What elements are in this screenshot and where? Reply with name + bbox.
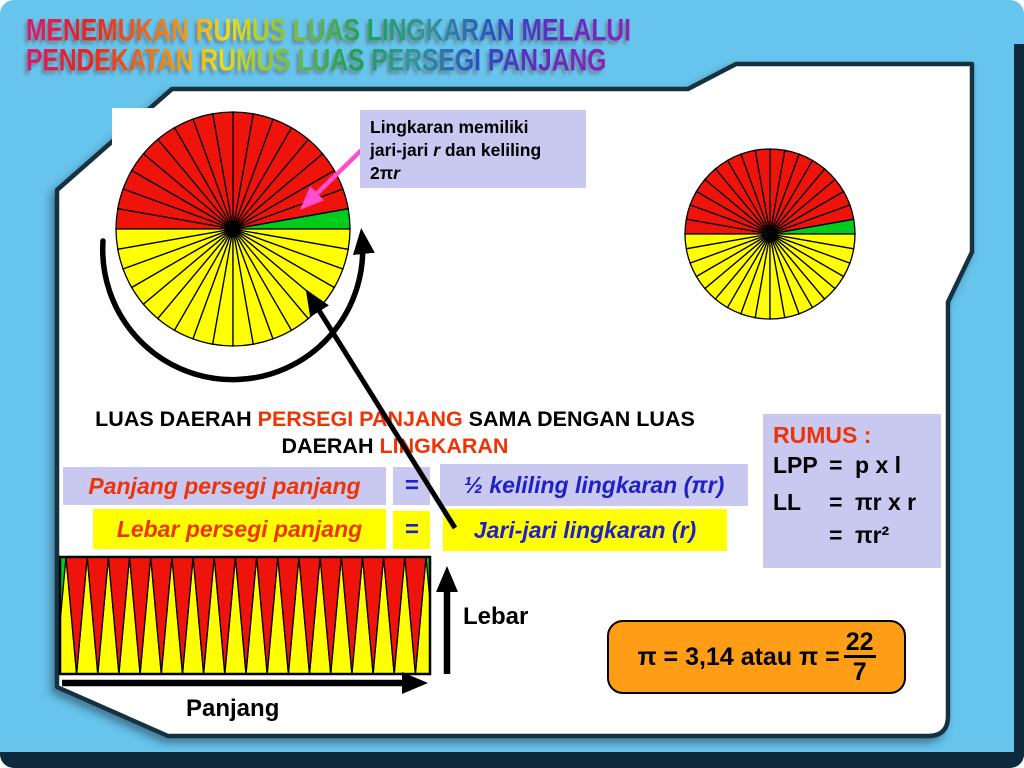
slide-frame-right	[1014, 44, 1024, 768]
slide-frame-bottom	[0, 752, 1024, 768]
rumus-row2-label	[773, 522, 829, 549]
eq1-right-box: ½ keliling lingkaran (πr)	[440, 464, 748, 506]
rumus-row0-label: LPP	[773, 452, 818, 478]
eq1-equals: =	[393, 467, 430, 505]
eq2-left-box: Lebar persegi panjang	[93, 509, 386, 549]
callout-line3-pi: π	[379, 163, 394, 183]
pi-fraction-denominator: 7	[852, 658, 867, 686]
statement-part2: PERSEGI PANJANG	[257, 407, 463, 431]
pi-fraction: 22 7	[843, 629, 876, 686]
callout-line2-pre: jari-jari	[370, 140, 434, 160]
panjang-label: Panjang	[186, 695, 280, 722]
statement-text: LUAS DAERAH PERSEGI PANJANG SAMA DENGAN …	[50, 406, 740, 460]
small-sector-circle	[684, 148, 856, 320]
rumus-row1-rhs: πr x r	[855, 489, 917, 515]
rumus-row0-rhs: p x l	[855, 452, 902, 478]
rumus-row1-label: LL	[773, 489, 802, 515]
statement-part4: DAERAH	[281, 434, 380, 458]
radius-callout: Lingkaran memiliki jari-jari r dan kelil…	[360, 110, 586, 188]
rumus-row: LPP = p x l	[773, 452, 931, 479]
rumus-box: RUMUS : LPP = p x l LL = πr x r = πr²	[763, 414, 941, 568]
rumus-row: = πr²	[773, 522, 931, 549]
eq2-right-box: Jari-jari lingkaran (r)	[443, 509, 727, 551]
callout-line2-var: r	[433, 140, 441, 160]
pi-fraction-numerator: 22	[843, 629, 876, 658]
statement-part1: LUAS DAERAH	[95, 407, 258, 431]
rectangle-strip-border	[58, 555, 432, 676]
callout-line2-post: dan keliling	[440, 140, 542, 160]
rumus-row: LL = πr x r	[773, 489, 931, 516]
callout-line3-coef: 2	[370, 163, 380, 183]
slide-title-line1: MENEMUKAN RUMUS LUAS LINGKARAN MELALUI	[26, 12, 632, 48]
rumus-row1-eq: =	[829, 489, 843, 515]
pi-value-box: π = 3,14 atau π = 22 7	[607, 620, 906, 694]
rumus-row2-rhs: πr²	[855, 522, 890, 548]
big-sector-circle	[115, 111, 351, 347]
slide-title-line2: PENDEKATAN RUMUS LUAS PERSEGI PANJANG	[26, 42, 607, 78]
rectangle-strip	[60, 557, 430, 674]
eq2-equals: =	[393, 511, 430, 549]
eq1-left-box: Panjang persegi panjang	[63, 467, 386, 505]
rumus-heading: RUMUS :	[773, 422, 872, 448]
rumus-row2-eq: =	[829, 522, 843, 548]
statement-part3: SAMA DENGAN LUAS	[462, 407, 695, 431]
callout-line3-var: r	[393, 163, 400, 183]
statement-part5: LINGKARAN	[379, 434, 509, 458]
callout-line1: Lingkaran memiliki	[370, 117, 529, 137]
rumus-row0-eq: =	[829, 452, 843, 478]
pi-value-lead: π = 3,14 atau π =	[637, 642, 840, 671]
lebar-label: Lebar	[463, 603, 529, 630]
